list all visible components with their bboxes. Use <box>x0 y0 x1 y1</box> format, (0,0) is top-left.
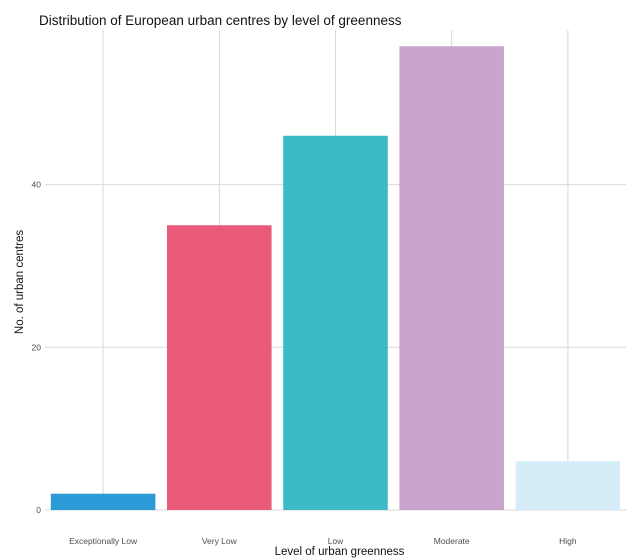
bar-high <box>515 461 621 510</box>
x-tick-label: Low <box>328 536 344 546</box>
y-tick-label: 40 <box>32 180 42 190</box>
y-tick-label: 20 <box>32 342 42 352</box>
bar-low <box>283 135 388 511</box>
x-tick-label: Very Low <box>202 536 238 546</box>
y-tick-label: 0 <box>36 505 41 515</box>
x-tick-label: High <box>559 536 577 546</box>
y-axis-label: No. of urban centres <box>14 229 26 335</box>
x-tick-label: Exceptionally Low <box>69 536 138 546</box>
bar-moderate <box>399 46 504 511</box>
x-tick-label: Moderate <box>434 536 470 546</box>
x-axis-label: Level of urban greenness <box>274 546 405 558</box>
bar-exceptionally-low <box>50 493 156 510</box>
chart-title: Distribution of European urban centres b… <box>39 13 402 28</box>
bar-very-low <box>167 225 272 510</box>
